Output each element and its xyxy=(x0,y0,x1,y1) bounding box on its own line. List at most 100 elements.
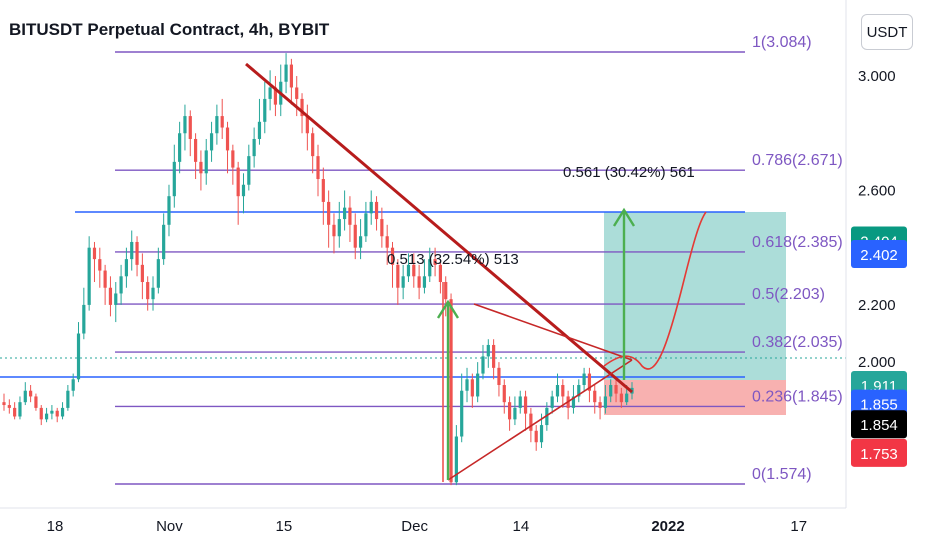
candle xyxy=(502,379,506,414)
candle xyxy=(252,127,256,168)
candle xyxy=(130,230,134,271)
svg-text:2.402: 2.402 xyxy=(860,247,898,264)
candle xyxy=(555,373,560,403)
candle xyxy=(124,247,129,288)
price-badge: 1.854 xyxy=(851,410,907,439)
candle xyxy=(374,196,379,231)
candle xyxy=(39,405,43,426)
x-tick-label: Nov xyxy=(156,518,183,535)
candle xyxy=(497,362,501,397)
candle xyxy=(140,253,144,300)
candle xyxy=(465,367,469,403)
candles xyxy=(2,53,634,486)
x-tick-label: 2022 xyxy=(651,518,684,535)
candle xyxy=(550,390,554,414)
candle xyxy=(614,379,618,403)
candle xyxy=(231,144,235,185)
candle xyxy=(183,104,187,151)
y-tick-label: 2.000 xyxy=(858,354,896,371)
candle xyxy=(108,276,113,317)
candle xyxy=(44,407,49,423)
fib-label-6: 0(1.574) xyxy=(752,466,812,483)
candle xyxy=(7,399,11,414)
candle xyxy=(151,276,155,311)
candle xyxy=(593,385,597,414)
candle xyxy=(603,385,607,414)
measure-arrow-left xyxy=(436,299,460,480)
triangle-upper-line xyxy=(473,303,633,361)
candle xyxy=(167,184,171,237)
fib-labels: 1(3.084) 0.786(2.671) 0.618(2.385) 0.5(2.20… xyxy=(752,34,843,483)
fib-label-3: 0.5(2.203) xyxy=(752,286,825,303)
fib-label-0: 1(3.084) xyxy=(752,34,812,51)
candle xyxy=(412,253,416,288)
candle xyxy=(23,382,27,406)
candle xyxy=(561,379,565,408)
projection-curve xyxy=(603,211,707,370)
triangle-lower-line xyxy=(447,359,633,481)
fib-label-1: 0.786(2.671) xyxy=(752,152,843,169)
candle xyxy=(193,133,198,180)
candle xyxy=(114,282,118,323)
candle xyxy=(18,396,22,420)
candle xyxy=(268,70,272,111)
candle xyxy=(598,396,602,420)
candle xyxy=(135,236,139,277)
candle xyxy=(513,396,517,426)
candle xyxy=(50,405,54,420)
candle xyxy=(316,144,320,197)
candle xyxy=(348,196,352,242)
fib-label-2: 0.618(2.385) xyxy=(752,234,843,251)
candle xyxy=(507,396,512,431)
candle xyxy=(444,276,448,317)
y-tick-label: 2.600 xyxy=(858,182,896,199)
candle xyxy=(390,241,395,288)
candle xyxy=(321,167,325,225)
candle xyxy=(619,387,623,408)
candle xyxy=(337,201,341,248)
candle xyxy=(428,247,432,283)
candle xyxy=(98,247,102,288)
candle xyxy=(204,138,208,185)
fib-levels xyxy=(115,51,745,485)
candle xyxy=(257,98,262,145)
candle xyxy=(609,379,613,403)
chart-title: BITUSDT Perpetual Contract, 4h, BYBIT xyxy=(9,20,330,39)
candle xyxy=(492,339,496,380)
annotation-left: 0.513 (32.54%) 513 xyxy=(387,251,519,268)
candle xyxy=(396,259,400,305)
x-tick-label: 17 xyxy=(790,518,807,535)
candle xyxy=(358,219,363,260)
stop-zone xyxy=(604,380,786,415)
candle xyxy=(534,425,538,451)
candle xyxy=(220,98,224,139)
candle xyxy=(215,104,219,145)
price-badge: 1.753 xyxy=(851,438,907,467)
candle xyxy=(273,76,278,117)
candle xyxy=(523,390,528,431)
fib-label-5: 0.236(1.845) xyxy=(752,388,843,405)
candle xyxy=(577,379,581,403)
x-tick-label: 15 xyxy=(276,518,293,535)
candle xyxy=(87,236,91,311)
candle xyxy=(178,121,182,174)
x-tick-label: 18 xyxy=(47,518,64,535)
candle xyxy=(188,110,192,157)
svg-text:1.753: 1.753 xyxy=(860,446,898,463)
currency-button[interactable]: USDT xyxy=(861,14,913,50)
candle xyxy=(422,259,427,294)
candle xyxy=(199,150,203,191)
candle xyxy=(2,393,6,411)
candle xyxy=(587,367,592,403)
y-tick-label: 2.200 xyxy=(858,297,896,314)
candle xyxy=(172,144,176,208)
candle xyxy=(369,190,373,225)
candle xyxy=(470,373,474,408)
candle xyxy=(66,385,70,411)
candle xyxy=(417,264,421,300)
candle xyxy=(401,264,405,300)
